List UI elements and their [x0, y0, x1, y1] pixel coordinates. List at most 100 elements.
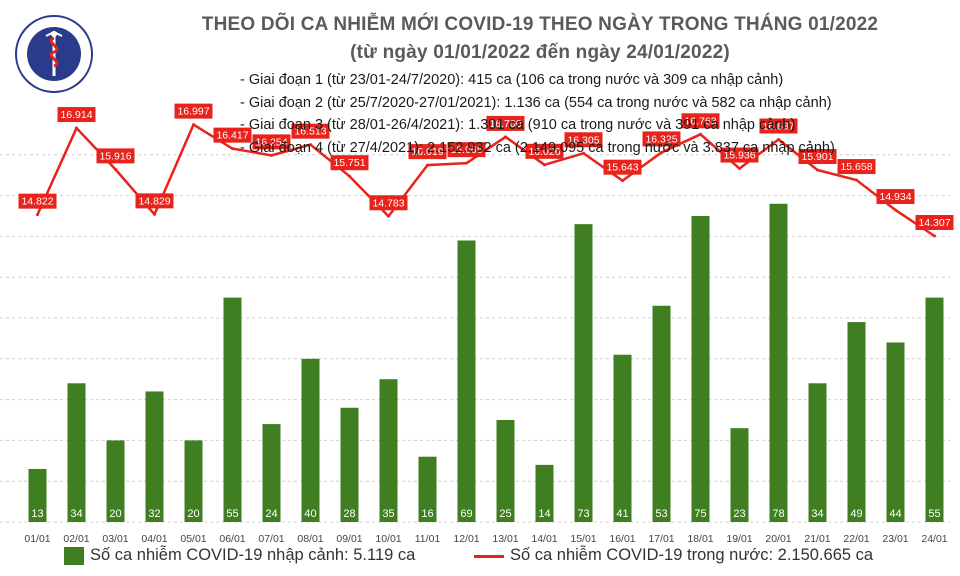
- line-value-label: 16.997: [177, 106, 209, 118]
- legend-label-bars: Số ca nhiễm COVID-19 nhập cảnh: 5.119 ca: [90, 546, 416, 564]
- x-tick-label: 14/01: [531, 533, 557, 545]
- bar-value-label: 78: [772, 508, 784, 520]
- line-value-label: 14.307: [918, 217, 950, 229]
- bar: [28, 468, 47, 522]
- line-value-box: [759, 118, 798, 134]
- legend-item-line: Số ca nhiễm COVID-19 trong nước: 2.150.6…: [474, 546, 873, 565]
- x-tick-label: 08/01: [297, 533, 323, 545]
- line-value-box: [564, 132, 603, 148]
- line-point: [699, 132, 702, 136]
- bar-value-label: 24: [265, 508, 277, 520]
- x-tick-label: 13/01: [492, 533, 518, 545]
- line-value-box: [876, 189, 915, 205]
- line-value-box: [603, 159, 642, 175]
- line-value-label: 16.914: [60, 109, 92, 121]
- line-point: [933, 234, 936, 238]
- line-value-box: [57, 107, 96, 123]
- x-tick-label: 17/01: [648, 533, 674, 545]
- bar: [301, 358, 320, 522]
- bar-value-label: 55: [928, 508, 940, 520]
- x-tick-label: 16/01: [609, 533, 635, 545]
- line-point: [387, 214, 390, 218]
- line-point: [816, 168, 819, 172]
- x-tick-label: 05/01: [180, 533, 206, 545]
- bar: [886, 342, 905, 522]
- bar: [652, 305, 671, 522]
- x-tick-label: 19/01: [726, 533, 752, 545]
- bar-value-label: 44: [889, 508, 901, 520]
- legend-label-line: Số ca nhiễm COVID-19 trong nước: 2.150.6…: [510, 546, 874, 564]
- line-value-box: [213, 127, 252, 143]
- line-point: [582, 151, 585, 155]
- line-point: [270, 153, 273, 157]
- phase-notes: - Giai đoạn 1 (từ 23/01-24/7/2020): 415 …: [240, 69, 835, 159]
- line-value-label: 16.305: [567, 134, 599, 146]
- bar: [379, 379, 398, 522]
- x-tick-label: 04/01: [141, 533, 167, 545]
- line-value-label: 16.325: [645, 133, 677, 145]
- line-value-box: [96, 148, 135, 164]
- line-point: [543, 163, 546, 167]
- bar-value-label: 28: [343, 508, 355, 520]
- line-value-box: [174, 103, 213, 119]
- x-tick-label: 07/01: [258, 533, 284, 545]
- line-value-box: [486, 115, 525, 131]
- line-value-label: 14.829: [138, 195, 170, 207]
- line-value-label: 14.934: [879, 191, 911, 203]
- bar: [418, 456, 437, 522]
- line-point: [777, 138, 780, 142]
- line-value-box: [18, 193, 57, 209]
- bar: [184, 440, 203, 522]
- bar: [223, 297, 242, 522]
- bar: [613, 354, 632, 522]
- bar: [730, 428, 749, 522]
- line-value-box: [135, 193, 174, 209]
- line-value-label: 15.901: [801, 151, 833, 163]
- x-tick-label: 21/01: [804, 533, 830, 545]
- line-value-label: 14.822: [21, 196, 53, 208]
- x-tick-label: 03/01: [102, 533, 128, 545]
- bar-value-label: 34: [811, 508, 823, 520]
- line-point: [348, 174, 351, 178]
- line-point: [465, 161, 468, 165]
- line-value-box: [681, 113, 720, 129]
- line-point: [426, 163, 429, 167]
- x-tick-label: 24/01: [921, 533, 947, 545]
- line-point: [309, 143, 312, 147]
- x-tick-label: 20/01: [765, 533, 791, 545]
- bar-value-label: 20: [109, 508, 121, 520]
- bar-value-label: 41: [616, 508, 628, 520]
- x-tick-label: 12/01: [453, 533, 479, 545]
- line-value-label: 15.643: [606, 162, 638, 174]
- line-value-label: 16.513: [294, 126, 326, 138]
- note-item: - Giai đoạn 1 (từ 23/01-24/7/2020): 415 …: [240, 72, 784, 88]
- line-value-label: 16.417: [216, 130, 248, 142]
- x-tick-label: 02/01: [63, 533, 89, 545]
- bar-value-label: 55: [226, 508, 238, 520]
- bar: [769, 203, 788, 522]
- line-point: [231, 147, 234, 151]
- line-value-box: [720, 147, 759, 163]
- line-value-label: 15.658: [840, 161, 872, 173]
- bar-value-label: 13: [31, 508, 43, 520]
- bar: [145, 391, 164, 522]
- x-tick-label: 09/01: [336, 533, 362, 545]
- x-tick-label: 10/01: [375, 533, 401, 545]
- line-value-label: 15.936: [723, 150, 755, 162]
- bar-value-label: 25: [499, 508, 511, 520]
- x-tick-label: 11/01: [415, 533, 441, 545]
- bar-series: 13 34 20 32 20 55 24 40 28 35 16 69 25 14 73 41 53 75 23 78…: [28, 203, 944, 523]
- bar: [262, 424, 281, 522]
- note-item: - Giai đoạn 4 (từ 27/4/2021): 2.152.932 …: [240, 139, 835, 156]
- line-point: [738, 167, 741, 171]
- bar-value-label: 35: [382, 508, 394, 520]
- x-axis-labels: 01/01 02/01 03/01 04/01 05/01 06/01 07/01 08/01…: [24, 533, 947, 545]
- line-point: [36, 213, 39, 217]
- line-value-box: [642, 131, 681, 147]
- bar: [340, 407, 359, 522]
- line-point: [621, 179, 624, 183]
- line-value-box: [798, 148, 837, 164]
- line-value-box: [252, 134, 291, 150]
- bar: [535, 464, 554, 522]
- line-value-label: 16.066: [450, 144, 482, 156]
